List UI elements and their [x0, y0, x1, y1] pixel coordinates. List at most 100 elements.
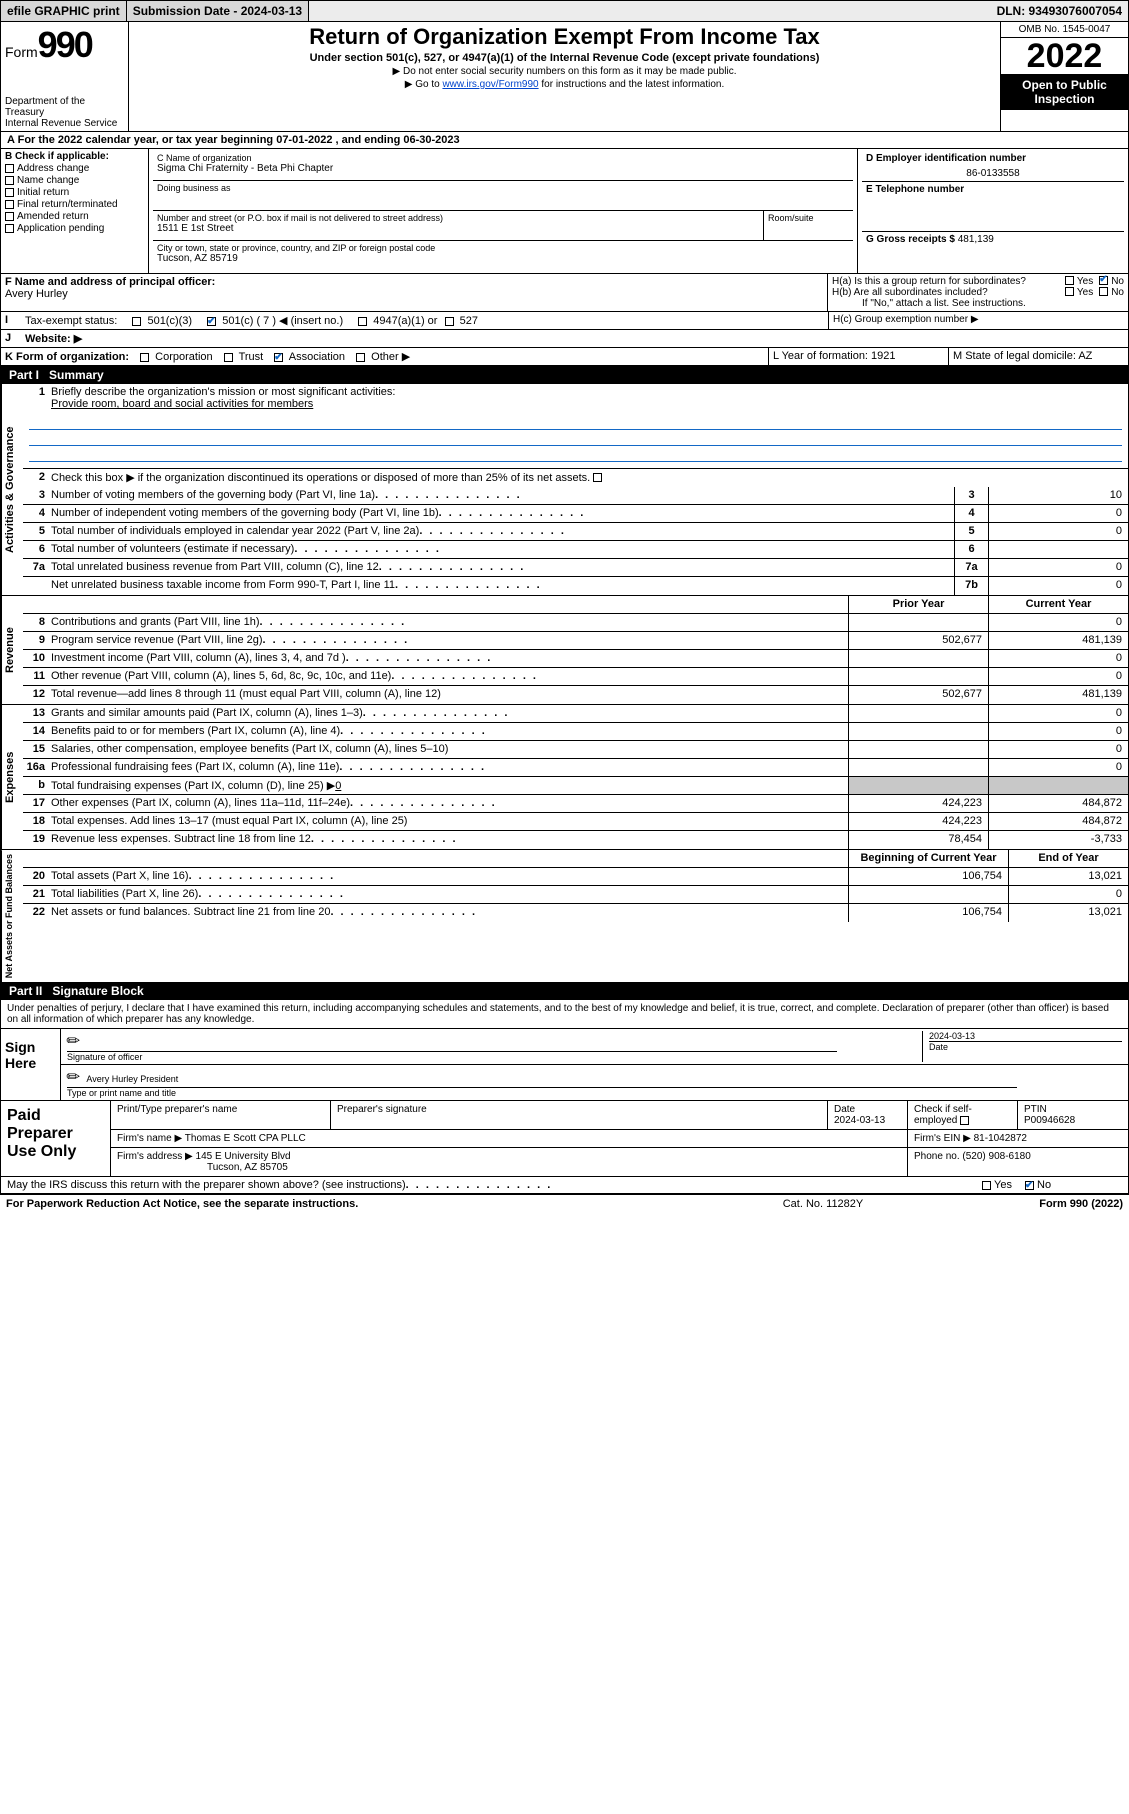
chk-line2[interactable]: [593, 473, 602, 482]
footer-mid: Cat. No. 11282Y: [723, 1198, 923, 1210]
p12: 502,677: [848, 686, 988, 704]
tax-year: 2022: [1001, 38, 1128, 74]
chk-501c[interactable]: [207, 317, 216, 326]
firm-addr-label: Firm's address ▶: [117, 1151, 193, 1162]
chk-final-return[interactable]: Final return/terminated: [5, 199, 144, 210]
submission-date-button[interactable]: Submission Date - 2024-03-13: [127, 1, 309, 21]
city-label: City or town, state or province, country…: [157, 243, 849, 253]
line-k-form-org: K Form of organization: Corporation Trus…: [1, 348, 768, 365]
p11: [848, 668, 988, 685]
gross-receipts: 481,139: [958, 234, 994, 245]
note-link: ▶ Go to www.irs.gov/Form990 for instruct…: [135, 79, 994, 90]
c12: 481,139: [988, 686, 1128, 704]
sign-here-block: Sign Here ✎Signature of officer 2024-03-…: [1, 1029, 1128, 1101]
block-f-officer: F Name and address of principal officer:…: [1, 274, 828, 311]
chk-name-change[interactable]: Name change: [5, 175, 144, 186]
dba-label: Doing business as: [157, 183, 849, 193]
c10: 0: [988, 650, 1128, 667]
line-16b: Total fundraising expenses (Part IX, col…: [51, 780, 335, 792]
block-h-group: H(a) Is this a group return for subordin…: [828, 274, 1128, 311]
chk-501c3[interactable]: [132, 317, 141, 326]
val-4: 0: [988, 505, 1128, 522]
irs-label: Internal Revenue Service: [5, 118, 124, 129]
pen-icon-2: ✎: [62, 1065, 86, 1089]
tax-status-label: Tax-exempt status:: [25, 315, 117, 327]
discuss-line: May the IRS discuss this return with the…: [1, 1177, 1128, 1194]
tab-revenue: Revenue: [1, 596, 23, 704]
line-4: Number of independent voting members of …: [51, 507, 439, 519]
firm-ein: 81-1042872: [974, 1133, 1027, 1144]
part-ii-name: Signature Block: [52, 984, 143, 998]
val-7b: 0: [988, 577, 1128, 595]
org-name-label: C Name of organization: [157, 153, 849, 163]
chk-self-employed[interactable]: [960, 1116, 969, 1125]
website-label: Website: ▶: [21, 330, 1128, 347]
p8: [848, 614, 988, 631]
line-20: Total assets (Part X, line 16): [51, 870, 189, 882]
ha-no-chk[interactable]: [1099, 276, 1108, 285]
discuss-yes-chk[interactable]: [982, 1181, 991, 1190]
sign-here-label: Sign Here: [1, 1029, 61, 1100]
p9: 502,677: [848, 632, 988, 649]
chk-amended[interactable]: Amended return: [5, 211, 144, 222]
ptin-hdr: PTIN: [1024, 1104, 1047, 1115]
tax-period: A For the 2022 calendar year, or tax yea…: [1, 132, 1128, 149]
irs-link[interactable]: www.irs.gov/Form990: [442, 79, 538, 90]
val-5: 0: [988, 523, 1128, 540]
chk-corp[interactable]: [140, 353, 149, 362]
line-7b: Net unrelated business taxable income fr…: [51, 579, 395, 591]
sig-date: 2024-03-13: [929, 1031, 975, 1041]
street-address: 1511 E 1st Street: [157, 223, 759, 234]
p22: 106,754: [848, 904, 1008, 922]
c20: 13,021: [1008, 868, 1128, 885]
org-name: Sigma Chi Fraternity - Beta Phi Chapter: [157, 163, 849, 174]
hb-label: H(b) Are all subordinates included?: [832, 287, 1065, 298]
officer-name: Avery Hurley: [5, 288, 823, 300]
chk-4947[interactable]: [358, 317, 367, 326]
chk-address-change[interactable]: Address change: [5, 163, 144, 174]
c11: 0: [988, 668, 1128, 685]
hdr-end: End of Year: [1008, 850, 1128, 867]
part-i-header: Part I Summary: [1, 366, 1128, 384]
line-16a: Professional fundraising fees (Part IX, …: [51, 761, 339, 773]
omb-number: OMB No. 1545-0047: [1001, 22, 1128, 38]
form-org-label: K Form of organization:: [5, 351, 129, 363]
paid-preparer-block: Paid Preparer Use Only Print/Type prepar…: [1, 1101, 1128, 1177]
block-b-checkboxes: B Check if applicable: Address change Na…: [1, 149, 149, 273]
c16a: 0: [988, 759, 1128, 776]
line-10: Investment income (Part VIII, column (A)…: [51, 652, 346, 664]
part-i-name: Summary: [49, 368, 104, 382]
efile-print-button[interactable]: efile GRAPHIC print: [1, 1, 127, 21]
state-domicile: M State of legal domicile: AZ: [948, 348, 1128, 365]
block-b-label: B Check if applicable:: [5, 151, 144, 162]
block-d-right: D Employer identification number 86-0133…: [858, 149, 1128, 273]
p19: 78,454: [848, 831, 988, 849]
hb-no-chk[interactable]: [1099, 287, 1108, 296]
chk-trust[interactable]: [224, 353, 233, 362]
paid-preparer-label: Paid Preparer Use Only: [1, 1101, 111, 1176]
chk-app-pending[interactable]: Application pending: [5, 223, 144, 234]
c18: 484,872: [988, 813, 1128, 830]
p20: 106,754: [848, 868, 1008, 885]
chk-527[interactable]: [445, 317, 454, 326]
chk-initial-return[interactable]: Initial return: [5, 187, 144, 198]
line-2: Check this box ▶ if the organization dis…: [51, 472, 590, 484]
period-text: For the 2022 calendar year, or tax year …: [18, 134, 460, 146]
city-value: Tucson, AZ 85719: [157, 253, 849, 264]
ein-label: D Employer identification number: [866, 153, 1120, 164]
firm-addr2: Tucson, AZ 85705: [207, 1162, 288, 1173]
discuss-no-chk[interactable]: [1025, 1181, 1034, 1190]
chk-assoc[interactable]: [274, 353, 283, 362]
form-header: Form990 Department of the Treasury Inter…: [1, 22, 1128, 132]
ha-yes-chk[interactable]: [1065, 276, 1074, 285]
chk-other[interactable]: [356, 353, 365, 362]
top-toolbar: efile GRAPHIC print Submission Date - 20…: [0, 0, 1129, 22]
pen-icon: ✎: [62, 1029, 86, 1053]
hb-yes-chk[interactable]: [1065, 287, 1074, 296]
dln-label: DLN: 93493076007054: [991, 1, 1128, 21]
note-post: for instructions and the latest informat…: [539, 79, 725, 90]
tab-expenses: Expenses: [1, 705, 23, 849]
p18: 424,223: [848, 813, 988, 830]
officer-printed-name: Avery Hurley President: [86, 1074, 178, 1084]
shade-16b-c: [988, 777, 1128, 794]
